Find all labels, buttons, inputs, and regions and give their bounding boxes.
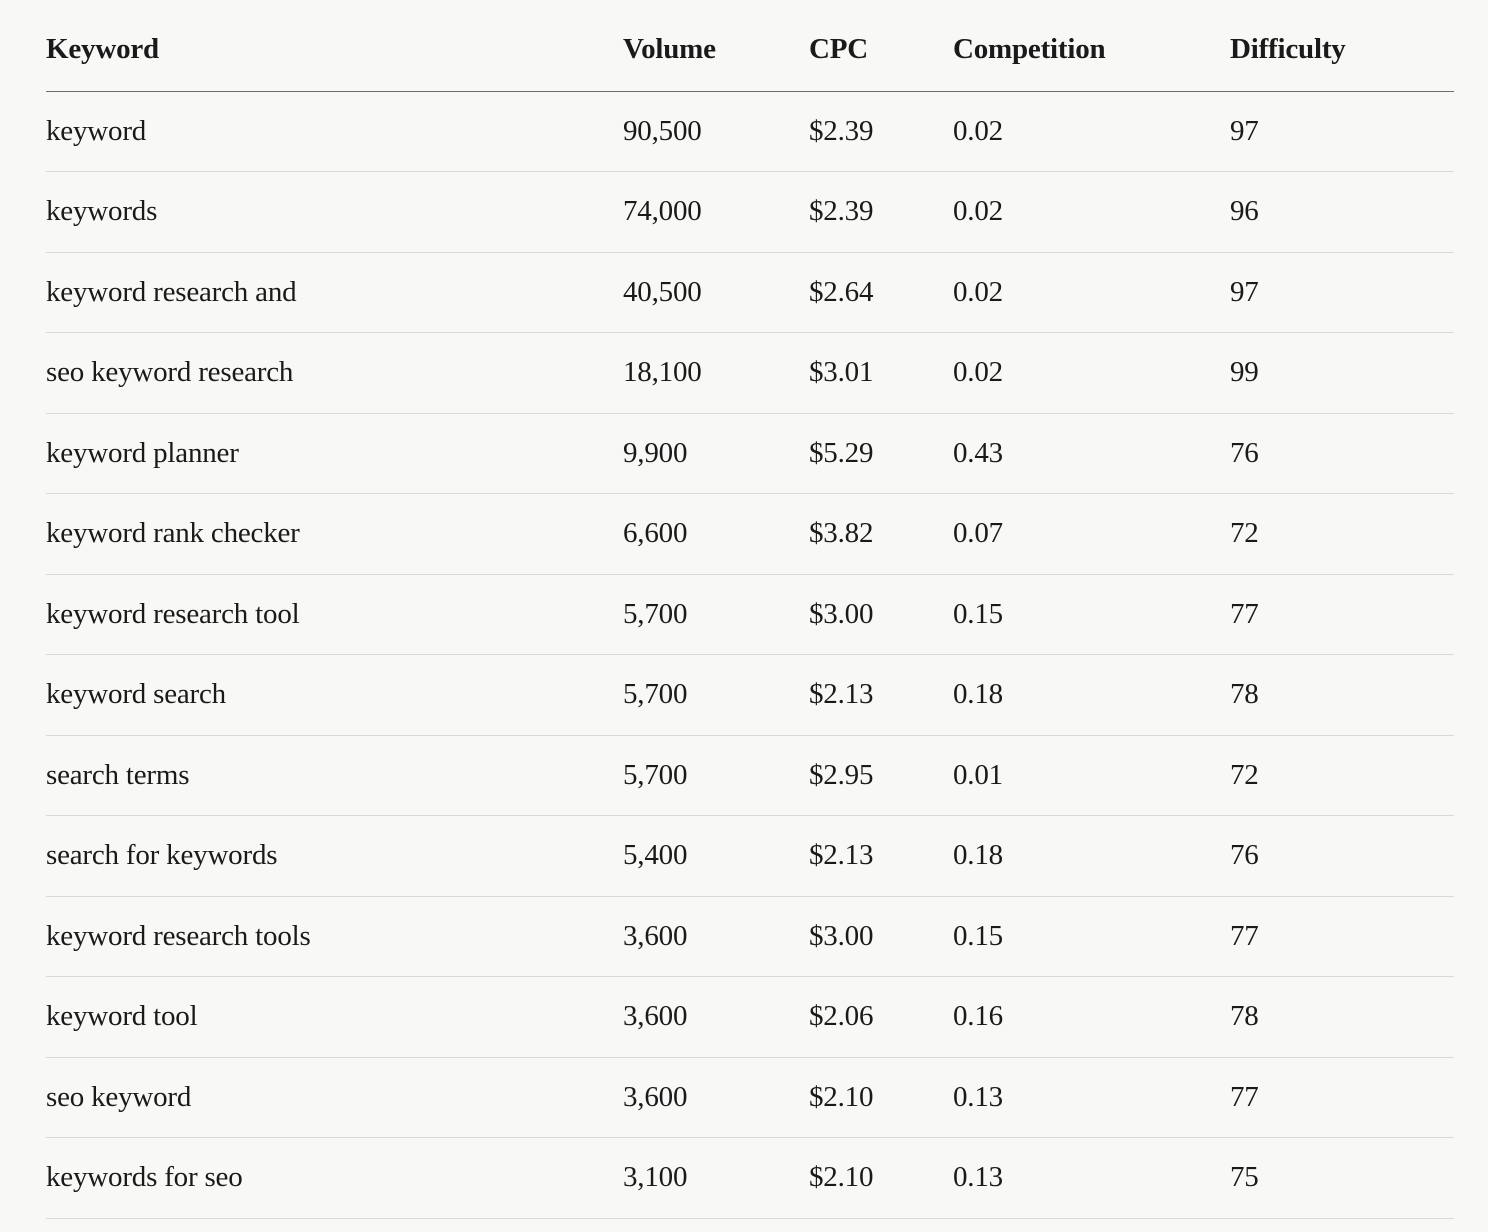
cell-volume: 5,700: [623, 597, 688, 630]
cell-keyword: keywords for seo: [46, 1161, 243, 1194]
cell-difficulty: 77: [1230, 1080, 1259, 1113]
cell-volume: 74,000: [623, 195, 702, 228]
cell-competition: 0.02: [953, 114, 1003, 147]
header-row: Keyword Volume CPC Competition Difficult…: [46, 0, 1454, 91]
cell-cpc: $3.01: [809, 356, 874, 389]
cell-volume: 3,600: [623, 1080, 688, 1113]
table-row: keyword research tools 3,600 $3.00 0.15 …: [46, 896, 1454, 977]
cell-volume: 5,700: [623, 678, 688, 711]
cell-keyword: keyword search: [46, 678, 226, 711]
cell-competition: 0.01: [953, 758, 1003, 791]
cell-keyword: seo keyword research: [46, 356, 294, 389]
cell-difficulty: 75: [1230, 1161, 1259, 1194]
table-row: keywords for seo 3,100 $2.10 0.13 75: [46, 1138, 1454, 1218]
cell-difficulty: 78: [1230, 1000, 1259, 1033]
cell-cpc: $5.29: [809, 436, 874, 469]
cell-volume: 9,900: [623, 436, 688, 469]
cell-cpc: $2.06: [809, 1000, 874, 1033]
cell-difficulty: 77: [1230, 597, 1259, 630]
table-header: Keyword Volume CPC Competition Difficult…: [46, 0, 1454, 91]
cell-keyword: keyword research and: [46, 275, 297, 308]
cell-cpc: $3.00: [809, 919, 874, 952]
cell-difficulty: 77: [1230, 919, 1259, 952]
cell-difficulty: 97: [1230, 275, 1259, 308]
cell-competition: 0.16: [953, 1000, 1003, 1033]
table-row: seo keyword 3,600 $2.10 0.13 77: [46, 1057, 1454, 1138]
cell-competition: 0.13: [953, 1161, 1003, 1194]
cell-difficulty: 97: [1230, 114, 1259, 147]
cell-competition: 0.13: [953, 1080, 1003, 1113]
cell-competition: 0.43: [953, 436, 1003, 469]
cell-volume: 90,500: [623, 114, 702, 147]
cell-cpc: $3.82: [809, 517, 874, 550]
column-header-keyword[interactable]: Keyword: [46, 32, 159, 65]
cell-keyword: keyword: [46, 114, 147, 147]
cell-volume: 3,100: [623, 1161, 688, 1194]
column-header-competition[interactable]: Competition: [953, 32, 1106, 65]
cell-competition: 0.18: [953, 678, 1003, 711]
cell-cpc: $2.13: [809, 678, 874, 711]
cell-difficulty: 76: [1230, 839, 1259, 872]
cell-volume: 6,600: [623, 517, 688, 550]
cell-difficulty: 99: [1230, 356, 1259, 389]
cell-volume: 5,700: [623, 758, 688, 791]
cell-keyword: keyword research tool: [46, 597, 300, 630]
keyword-table-container: Keyword Volume CPC Competition Difficult…: [46, 0, 1454, 1219]
cell-difficulty: 78: [1230, 678, 1259, 711]
cell-cpc: $2.39: [809, 114, 874, 147]
cell-cpc: $2.13: [809, 839, 874, 872]
cell-difficulty: 72: [1230, 758, 1259, 791]
cell-cpc: $2.95: [809, 758, 874, 791]
cell-competition: 0.18: [953, 839, 1003, 872]
table-row: keywords 74,000 $2.39 0.02 96: [46, 172, 1454, 252]
cell-volume: 3,600: [623, 1000, 688, 1033]
table-row: keyword planner 9,900 $5.29 0.43 76: [46, 413, 1454, 494]
cell-keyword: keywords: [46, 195, 158, 228]
cell-volume: 18,100: [623, 356, 702, 389]
keyword-table: Keyword Volume CPC Competition Difficult…: [46, 0, 1454, 1219]
cell-competition: 0.15: [953, 919, 1003, 952]
table-row: keyword rank checker 6,600 $3.82 0.07 72: [46, 494, 1454, 574]
table-row: keyword search 5,700 $2.13 0.18 78: [46, 655, 1454, 735]
table-row: keyword 90,500 $2.39 0.02 97: [46, 91, 1454, 172]
cell-cpc: $2.10: [809, 1080, 874, 1113]
cell-keyword: search for keywords: [46, 839, 278, 872]
cell-keyword: keyword research tools: [46, 919, 311, 952]
cell-keyword: keyword planner: [46, 436, 239, 469]
cell-cpc: $2.10: [809, 1161, 874, 1194]
cell-cpc: $3.00: [809, 597, 874, 630]
cell-competition: 0.02: [953, 195, 1003, 228]
cell-keyword: keyword tool: [46, 1000, 198, 1033]
cell-competition: 0.15: [953, 597, 1003, 630]
cell-keyword: seo keyword: [46, 1080, 192, 1113]
column-header-volume[interactable]: Volume: [623, 32, 716, 65]
cell-volume: 3,600: [623, 919, 688, 952]
cell-cpc: $2.64: [809, 275, 874, 308]
table-row: search for keywords 5,400 $2.13 0.18 76: [46, 816, 1454, 896]
cell-competition: 0.07: [953, 517, 1003, 550]
cell-keyword: keyword rank checker: [46, 517, 300, 550]
cell-competition: 0.02: [953, 356, 1003, 389]
cell-cpc: $2.39: [809, 195, 874, 228]
column-header-difficulty[interactable]: Difficulty: [1230, 32, 1346, 65]
table-row: keyword tool 3,600 $2.06 0.16 78: [46, 977, 1454, 1057]
table-row: search terms 5,700 $2.95 0.01 72: [46, 735, 1454, 816]
cell-keyword: search terms: [46, 758, 190, 791]
table-row: keyword research and 40,500 $2.64 0.02 9…: [46, 252, 1454, 333]
cell-difficulty: 72: [1230, 517, 1259, 550]
column-header-cpc[interactable]: CPC: [809, 32, 869, 65]
table-row: keyword research tool 5,700 $3.00 0.15 7…: [46, 574, 1454, 655]
table-body: keyword 90,500 $2.39 0.02 97 keywords 74…: [46, 91, 1454, 1218]
cell-difficulty: 76: [1230, 436, 1259, 469]
cell-volume: 5,400: [623, 839, 688, 872]
cell-competition: 0.02: [953, 275, 1003, 308]
cell-difficulty: 96: [1230, 195, 1259, 228]
table-row: seo keyword research 18,100 $3.01 0.02 9…: [46, 333, 1454, 413]
cell-volume: 40,500: [623, 275, 702, 308]
